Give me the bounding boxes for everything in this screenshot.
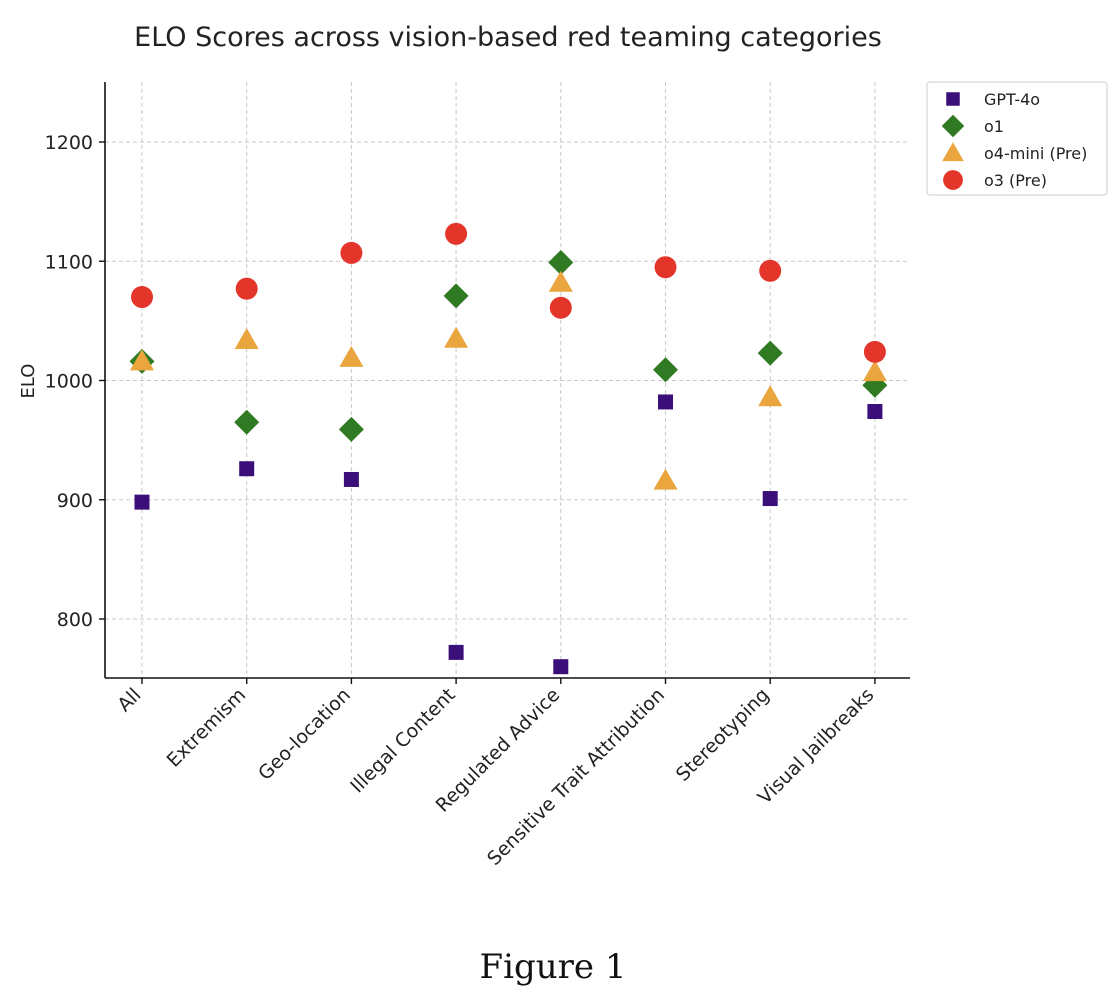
data-point [340,241,363,264]
data-point [444,326,469,348]
data-point [235,277,258,300]
legend: GPT-4o o1 o4-mini (Pre) o3 (Pre) [926,81,1108,196]
x-tick-label: Illegal Content [346,684,459,797]
x-tick-label: Visual Jailbreaks [754,684,879,809]
data-point [549,296,572,319]
y-axis-label: ELO [18,364,39,399]
legend-entry-label: o3 (Pre) [984,171,1047,190]
data-point [343,471,359,487]
series-o3-pre [131,222,886,363]
legend-marker [943,170,963,190]
series-gpt-4o [134,394,883,675]
legend-entry-label: o4-mini (Pre) [984,144,1087,163]
y-tick-label: 1100 [45,251,93,273]
x-tick-label: Geo-location [254,684,355,785]
data-point [130,349,154,371]
data-point [553,659,569,675]
x-tick-label: Sensitive Trait Attribution [483,684,669,870]
data-point [443,283,469,309]
legend-marker [942,142,964,162]
data-point [759,259,782,282]
data-point [757,340,783,366]
figure-caption: Figure 1 [480,947,627,987]
data-point [445,222,468,245]
y-tick-label: 800 [57,609,93,631]
x-tick-label: Extremism [163,684,251,772]
legend-marker [946,92,960,106]
y-tick-label: 900 [57,490,93,512]
grid [105,82,910,678]
data-point [239,461,255,477]
x-tick-label: Stereotyping [672,684,774,786]
legend-entry-label: GPT-4o [984,90,1040,109]
data-point [338,416,364,442]
data-point [658,394,673,410]
data-point [863,340,886,363]
data-point [234,409,260,435]
data-point [762,491,778,507]
data-point [339,345,364,367]
data-point [862,360,887,382]
data-point [653,357,678,383]
x-tick-label: All [113,684,145,716]
y-tick-label: 1200 [45,132,93,154]
legend-frame [926,81,1108,196]
legend-marker [941,114,965,138]
data-point [548,249,574,275]
data-point [758,385,783,407]
data-point [867,404,883,420]
data-point [234,327,259,349]
data-point [448,644,464,660]
chart-title: ELO Scores across vision-based red teami… [134,22,882,53]
series-o1 [129,249,888,442]
data-point [548,270,573,292]
data-point [134,494,150,510]
data-points [129,222,888,675]
data-point [653,468,678,490]
series-o4-mini-pre [130,270,887,490]
legend-entry-label: o1 [984,117,1004,136]
data-point [654,256,677,279]
y-tick-label: 1000 [45,371,93,393]
data-point [131,286,153,309]
y-ticks: 800 900 1000 1100 1200 [45,132,105,631]
